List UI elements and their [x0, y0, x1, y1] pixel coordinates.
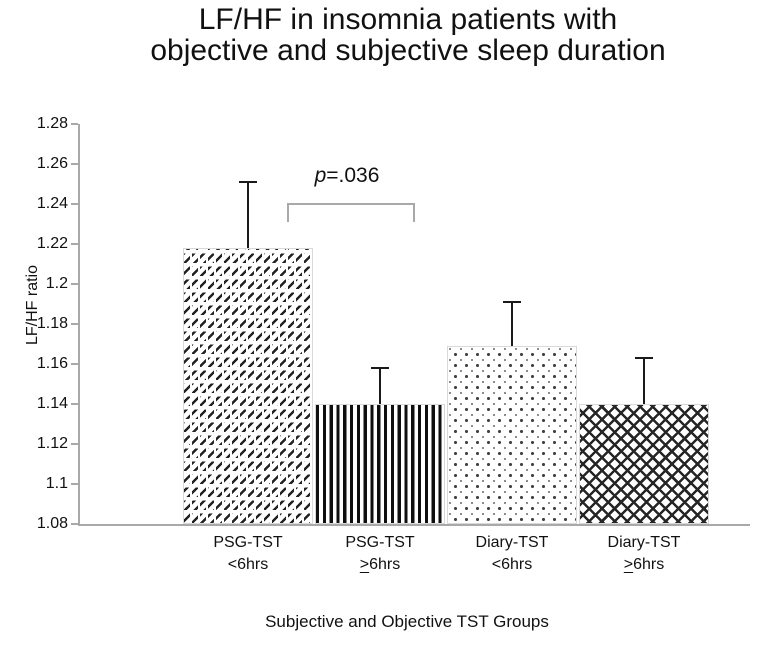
- error-bar-cap-psg-tst-lt-6hrs: [239, 181, 257, 183]
- y-tick-mark: [71, 523, 78, 525]
- x-category-hours: 6hrs: [237, 556, 269, 573]
- y-tick-mark: [71, 123, 78, 125]
- x-category-line2: >6hrs: [569, 554, 719, 576]
- significance-p-symbol: p: [314, 164, 327, 187]
- y-tick-label: 1.22: [36, 235, 68, 252]
- y-tick-mark: [71, 323, 78, 325]
- x-category-hours: 6hrs: [369, 556, 401, 573]
- y-tick-label: 1.1: [45, 475, 68, 492]
- y-axis-label: LF/HF ratio: [24, 265, 41, 346]
- y-tick-label: 1.2: [45, 275, 68, 292]
- significance-bracket: [287, 203, 415, 222]
- y-tick-mark: [71, 403, 78, 405]
- comparison-symbol: >: [623, 556, 634, 573]
- chart-title: LF/HF in insomnia patients with objectiv…: [58, 4, 758, 66]
- significance-label: p=.036: [315, 164, 380, 188]
- y-tick-mark: [71, 243, 78, 245]
- y-tick-label: 1.24: [36, 195, 68, 212]
- y-tick-mark: [71, 443, 78, 445]
- y-tick-label: 1.26: [36, 155, 68, 172]
- y-tick-label: 1.14: [36, 395, 68, 412]
- bar-psg-tst-gte-6hrs: [315, 404, 445, 524]
- comparison-symbol: <: [491, 556, 502, 573]
- error-bar-psg-tst-lt-6hrs: [247, 182, 249, 248]
- error-bar-cap-diary-tst-lt-6hrs: [503, 301, 521, 303]
- y-tick-mark: [71, 163, 78, 165]
- chart-title-line2: objective and subjective sleep duration: [150, 34, 666, 67]
- y-tick-label: 1.16: [36, 355, 68, 372]
- error-bar-diary-tst-gte-6hrs: [643, 358, 645, 404]
- x-axis-title: Subjective and Objective TST Groups: [265, 612, 549, 631]
- x-category-line2: <6hrs: [437, 554, 587, 576]
- y-tick-label: 1.18: [36, 315, 68, 332]
- y-tick-mark: [71, 483, 78, 485]
- x-category-line1: PSG-TST: [345, 534, 415, 551]
- error-bar-cap-diary-tst-gte-6hrs: [635, 357, 653, 359]
- error-bar-cap-psg-tst-gte-6hrs: [371, 367, 389, 369]
- x-category-label-psg-tst-gte-6hrs: PSG-TST >6hrs: [305, 532, 455, 576]
- x-category-line2: >6hrs: [305, 554, 455, 576]
- x-category-hours: 6hrs: [501, 556, 533, 573]
- y-tick-mark: [71, 363, 78, 365]
- bar-diary-tst-gte-6hrs: [579, 404, 709, 524]
- y-axis-line: [78, 124, 80, 526]
- y-tick-mark: [71, 283, 78, 285]
- y-tick-label: 1.12: [36, 435, 68, 452]
- comparison-symbol: <: [227, 556, 238, 573]
- chart-title-line1: LF/HF in insomnia patients with: [198, 3, 618, 36]
- x-axis-line: [78, 524, 750, 526]
- x-category-hours: 6hrs: [633, 556, 665, 573]
- error-bar-psg-tst-gte-6hrs: [379, 368, 381, 404]
- x-category-line1: Diary-TST: [475, 534, 549, 551]
- y-tick-label: 1.28: [36, 115, 68, 132]
- y-tick-label: 1.08: [36, 515, 68, 532]
- x-category-line1: PSG-TST: [213, 534, 283, 551]
- significance-p-value: =.036: [326, 164, 380, 187]
- x-category-line2: <6hrs: [173, 554, 323, 576]
- y-tick-mark: [71, 203, 78, 205]
- x-category-line1: Diary-TST: [607, 534, 681, 551]
- x-category-label-diary-tst-lt-6hrs: Diary-TST <6hrs: [437, 532, 587, 576]
- x-category-label-psg-tst-lt-6hrs: PSG-TST <6hrs: [173, 532, 323, 576]
- bar-psg-tst-lt-6hrs: [183, 248, 313, 524]
- bar-diary-tst-lt-6hrs: [447, 346, 577, 524]
- x-category-label-diary-tst-gte-6hrs: Diary-TST >6hrs: [569, 532, 719, 576]
- comparison-symbol: >: [359, 556, 370, 573]
- error-bar-diary-tst-lt-6hrs: [511, 302, 513, 346]
